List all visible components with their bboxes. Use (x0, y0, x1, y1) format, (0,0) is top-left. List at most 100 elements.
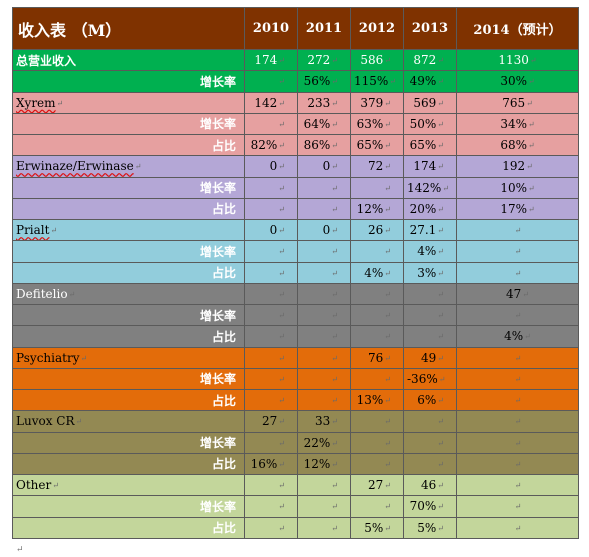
paragraph-mark: ↵ (331, 204, 338, 214)
value-cell: 49%↵ (403, 70, 457, 93)
value-cell: ↵ (297, 516, 351, 539)
value-cell: ↵ (403, 325, 457, 348)
paragraph-mark: ↵ (514, 247, 522, 257)
paragraph-mark: ↵ (52, 481, 59, 491)
value-cell: -36%↵ (403, 367, 457, 391)
value-cell: 30%↵ (456, 70, 579, 93)
row-label: Prialt (16, 223, 50, 238)
value-cell: 0↵ (244, 218, 298, 242)
paragraph-mark: ↵ (437, 204, 444, 214)
cell-value: 16% (250, 456, 278, 471)
value-cell: 20%↵ (403, 197, 457, 221)
value-cell: ↵ (403, 303, 457, 327)
paragraph-mark: ↵ (514, 481, 522, 491)
cell-value: 142 (254, 95, 278, 110)
paragraph-mark: ↵ (68, 289, 76, 299)
cell-value: 765 (502, 95, 526, 110)
value-cell: 4%↵ (456, 325, 579, 348)
paragraph-mark: ↵ (278, 268, 285, 278)
paragraph-mark: ↵ (50, 226, 58, 236)
paragraph-mark: ↵ (522, 289, 529, 299)
paragraph-mark: ↵ (278, 374, 285, 384)
header-year-2014-forecast: 2014（预计） (456, 7, 579, 50)
value-cell: ↵ (297, 240, 351, 263)
value-cell: 5%↵ (403, 516, 457, 539)
paragraph-mark: ↵ (331, 98, 338, 108)
value-cell: 10%↵ (456, 176, 579, 199)
value-cell: ↵ (350, 452, 404, 476)
product-label-cell: Prialt↵ (12, 218, 245, 242)
cell-value: 86% (303, 138, 331, 153)
paragraph-mark: ↵ (529, 56, 537, 66)
paragraph-mark: ↵ (514, 311, 522, 321)
paragraph-mark: ↵ (437, 353, 444, 363)
table-row-metric: 占比 ↵ ↵ 13%↵ 6%↵ ↵ (12, 388, 579, 412)
table-row-metric: 占比 ↵ ↵ 4%↵ 3%↵ ↵ (12, 261, 579, 284)
cell-value: 5% (364, 520, 384, 535)
table-row-product: 总营业收入 174↵ 272↵ 586↵ 872↵ 1130↵ (12, 48, 579, 72)
table-row-metric: 增长率 ↵ ↵ ↵ 70%↵ ↵ (12, 495, 579, 518)
paragraph-mark: ↵ (331, 119, 338, 129)
value-cell: ↵ (297, 197, 351, 221)
metric-label-cell: 占比 (12, 133, 245, 157)
value-cell: ↵ (244, 197, 298, 221)
value-cell: ↵ (297, 325, 351, 348)
paragraph-mark: ↵ (331, 374, 338, 384)
value-cell: 46↵ (403, 473, 457, 497)
value-cell: ↵ (244, 346, 298, 369)
paragraph-mark: ↵ (384, 289, 391, 299)
value-cell: ↵ (297, 282, 351, 306)
paragraph-mark: ↵ (437, 481, 444, 491)
value-cell: 12%↵ (297, 452, 351, 476)
paragraph-mark: ↵ (278, 417, 285, 427)
value-cell: 27.1↵ (403, 218, 457, 242)
value-cell: 174↵ (403, 155, 457, 178)
paragraph-mark: ↵ (331, 226, 338, 236)
row-label: 增长率 (199, 308, 236, 323)
cell-value: 115% (354, 74, 389, 89)
product-label-cell: Psychiatry↵ (12, 346, 245, 369)
value-cell: 5%↵ (350, 516, 404, 539)
cell-value: 47 (506, 286, 522, 301)
value-cell: 569↵ (403, 91, 457, 114)
value-cell: 33↵ (297, 410, 351, 433)
row-label: 增长率 (199, 117, 236, 132)
value-cell: 16%↵ (244, 452, 298, 476)
paragraph-mark: ↵ (384, 459, 391, 469)
row-label: 增长率 (199, 181, 236, 196)
metric-label-cell: 增长率 (12, 431, 245, 454)
cell-value: 1130 (498, 53, 529, 68)
value-cell: 56%↵ (297, 70, 351, 93)
row-label: Erwinaze/Erwinase (16, 159, 134, 174)
paragraph-mark: ↵ (331, 332, 338, 342)
value-cell: 115%↵ (350, 70, 404, 93)
paragraph-mark: ↵ (384, 226, 391, 236)
value-cell: 13%↵ (350, 388, 404, 412)
paragraph-mark: ↵ (437, 141, 444, 151)
product-label-cell: Erwinaze/Erwinase↵ (12, 155, 245, 178)
value-cell: 34%↵ (456, 112, 579, 136)
cell-value: 22% (303, 435, 331, 450)
paragraph-mark: ↵ (514, 268, 522, 278)
paragraph-mark: ↵ (437, 396, 444, 406)
cell-value: 49 (421, 350, 437, 365)
value-cell: 27↵ (244, 410, 298, 433)
paragraph-mark: ↵ (278, 204, 285, 214)
cell-value: 586 (360, 53, 384, 68)
value-cell: 4%↵ (403, 240, 457, 263)
paragraph-mark: ↵ (331, 77, 338, 87)
paragraph-mark: ↵ (384, 141, 391, 151)
cell-value: 12% (356, 201, 384, 216)
value-cell: 586↵ (350, 48, 404, 72)
revenue-table: 收入表 （M） 2010 2011 2012 2013 2014（预计） 总营业… (12, 7, 579, 539)
paragraph-mark: ↵ (278, 162, 285, 172)
cell-value: 10% (500, 180, 527, 195)
table-row-metric: 增长率 ↵ ↵ ↵ -36%↵ ↵ (12, 367, 579, 391)
value-cell: ↵ (350, 367, 404, 391)
paragraph-mark: ↵ (278, 311, 285, 321)
paragraph-mark: ↵ (437, 459, 444, 469)
value-cell: 64%↵ (297, 112, 351, 136)
table-row-metric: 占比 ↵ ↵ 12%↵ 20%↵ 17%↵ (12, 197, 579, 221)
cell-value: 192 (502, 159, 526, 174)
paragraph-mark: ↵ (278, 502, 285, 512)
